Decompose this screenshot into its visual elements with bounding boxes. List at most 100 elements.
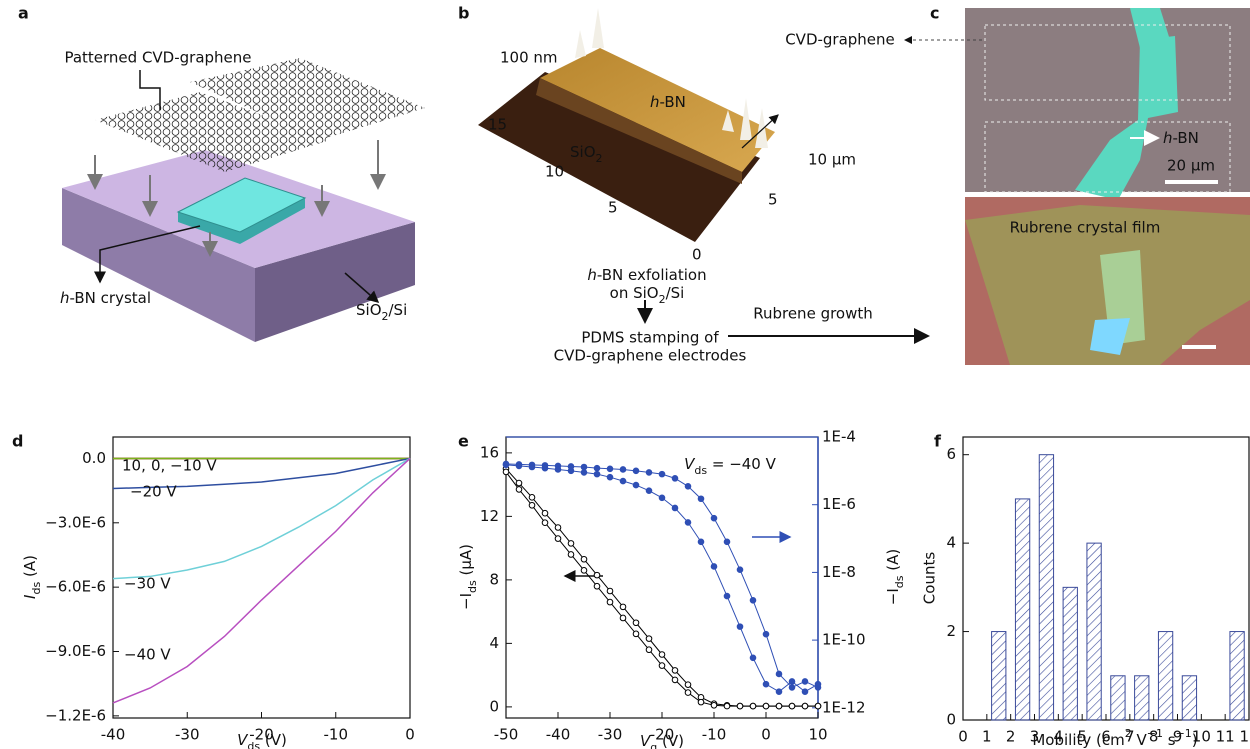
histogram-bar [1111,676,1125,720]
data-point [607,466,613,472]
label: Patterned CVD-graphene [64,49,251,67]
histogram-bar [1158,632,1172,720]
label-part: -BN [660,93,686,111]
x-axis-label-part: −1 [1147,727,1163,740]
data-point [516,463,522,469]
annotation: Vds = −40 V [684,455,777,477]
label: SiO2/Si [356,301,407,323]
data-point [672,505,678,511]
data-point [672,668,678,674]
x-tick-label: 0 [958,728,968,746]
data-point [737,624,743,630]
y2-tick-label: 1E-8 [822,563,856,581]
y-tick-label: 4 [489,634,499,652]
data-point [620,615,626,621]
x-tick-label: -40 [546,726,571,744]
y-axis-label-part: ds [30,582,43,595]
panel-c-drawing [905,8,1250,365]
data-point [659,652,665,658]
data-point [646,470,652,476]
annotation-part: = −40 V [707,455,777,473]
data-point [607,474,613,480]
data-point [698,496,704,502]
panel-label: a [18,4,29,23]
data-point [594,583,600,589]
data-point [607,588,613,594]
data-point [568,552,574,558]
data-point [581,556,587,562]
data-point [529,502,535,508]
flow-text: h-BN exfoliation [587,266,706,284]
data-point [776,689,782,695]
data-point [516,480,522,486]
histogram-bar [1182,676,1196,720]
label: CVD-graphene [785,31,895,49]
data-point [815,703,821,709]
data-point [711,702,717,708]
label-part: h [1163,129,1173,147]
x-axis-label-part: s [1163,731,1176,749]
data-point [568,468,574,474]
panel-label: d [12,432,23,451]
data-point [646,488,652,494]
flow-text: on SiO2/Si [610,284,685,306]
series-line [506,469,818,706]
plot-frame [506,437,818,718]
label-part: 2 [382,310,389,323]
flow-text-part: h [587,266,597,284]
y-axis-label-part: ds [466,580,479,593]
panel-label: e [458,432,469,451]
y-axis-label-part: (A) [21,555,39,582]
panel-label: c [930,4,939,23]
x-tick-label: 11 [1216,728,1235,746]
x-tick-label: -10 [324,726,349,744]
x-axis-label-part: ) [1192,731,1198,749]
data-point [763,703,769,709]
x-axis-label-part: −1 [1176,727,1192,740]
panel-label: f [934,432,942,451]
data-point [594,465,600,471]
data-point [724,703,730,709]
x-axis-label: Mobility (cm2 V−1 s−1) [1032,727,1197,749]
data-point [698,539,704,545]
series-label: −40 V [124,646,171,664]
data-point [724,539,730,545]
histogram-bar [1063,587,1077,720]
data-point [594,471,600,477]
y-axis-label-part: −I [457,593,475,610]
data-point [646,636,652,642]
data-point [737,567,743,573]
data-point [724,593,730,599]
x-axis-label-part: Mobility (cm [1032,731,1124,749]
data-point [763,631,769,637]
afm-axis-label: 15 [488,116,507,134]
x-tick-label: -50 [494,726,519,744]
y2-axis-label-part: (A) [884,549,902,576]
data-point [685,483,691,489]
data-point [581,470,587,476]
y-tick-label: 12 [480,507,499,525]
x-axis-label-part: (V) [260,731,287,749]
histogram-bar [1015,499,1029,720]
data-point [568,541,574,547]
y2-axis-label-part: ds [893,575,906,588]
data-point [503,469,509,475]
y2-axis-label: −Ids (A) [884,549,906,605]
data-point [633,482,639,488]
y2-tick-label: 1E-10 [822,631,866,649]
data-point [659,495,665,501]
label: h-BN crystal [60,289,151,307]
figure: abcdefPatterned CVD-grapheneh-BN crystal… [0,0,1250,749]
label: h-BN [1163,129,1199,147]
data-point [607,599,613,605]
data-point [672,476,678,482]
data-point [750,597,756,603]
data-point [789,679,795,685]
data-point [581,464,587,470]
histogram-bar [1230,632,1244,720]
data-point [737,703,743,709]
x-tick-label: 12 [1239,728,1250,746]
label-part: 2 [596,152,603,165]
x-tick-label: -10 [702,726,727,744]
y-tick-label: −1.2E-6 [45,706,106,724]
